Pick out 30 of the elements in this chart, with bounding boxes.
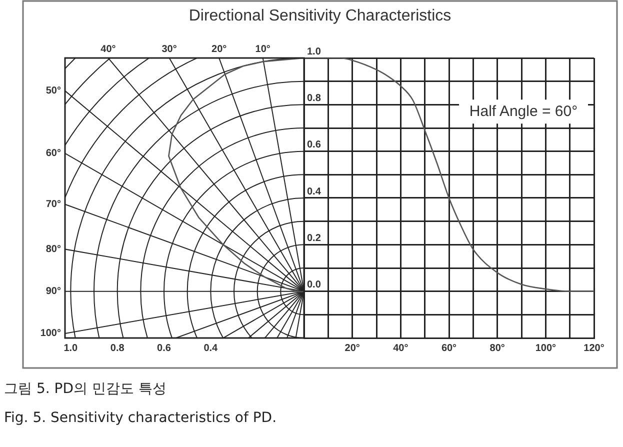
text: 10° <box>255 44 270 55</box>
caption: Fig. 5. Sensitivity characteristics of PD. <box>4 410 277 426</box>
text: 20° <box>212 44 227 55</box>
x-tick-label: 120° <box>584 342 604 354</box>
text: 70° <box>46 199 61 210</box>
text: 100° <box>40 328 61 339</box>
y-tick-label: 1.0 <box>307 46 322 58</box>
y-tick-label: 0.8 <box>307 92 322 104</box>
text: 0.6 <box>157 342 172 354</box>
y-tick-label: 0.6 <box>307 140 322 151</box>
text: 80° <box>46 244 61 255</box>
text: 60° <box>46 148 61 160</box>
text: 1.0 <box>64 342 78 354</box>
x-tick-label: 40° <box>393 342 408 354</box>
chart-title: Directional Sensitivity Characteristics <box>188 7 452 24</box>
annotation: Half Angle = 60° <box>469 102 578 120</box>
text: 90° <box>46 286 61 298</box>
x-tick-label: 80° <box>490 342 505 354</box>
text: 0.8 <box>110 342 125 354</box>
text: 40° <box>100 44 116 55</box>
x-tick-label: 60° <box>441 342 457 354</box>
x-tick-label: 100° <box>535 342 556 354</box>
y-tick-label: 0.4 <box>307 186 322 198</box>
text: 30° <box>162 44 177 55</box>
text: 50° <box>46 86 61 97</box>
caption: 그림 5. PD의 민감도 특성 <box>4 380 166 398</box>
text: 0.4 <box>204 342 218 354</box>
y-tick-label: 0.2 <box>307 232 322 244</box>
y-tick-label: 0.0 <box>307 280 322 291</box>
x-tick-label: 20° <box>344 342 360 354</box>
